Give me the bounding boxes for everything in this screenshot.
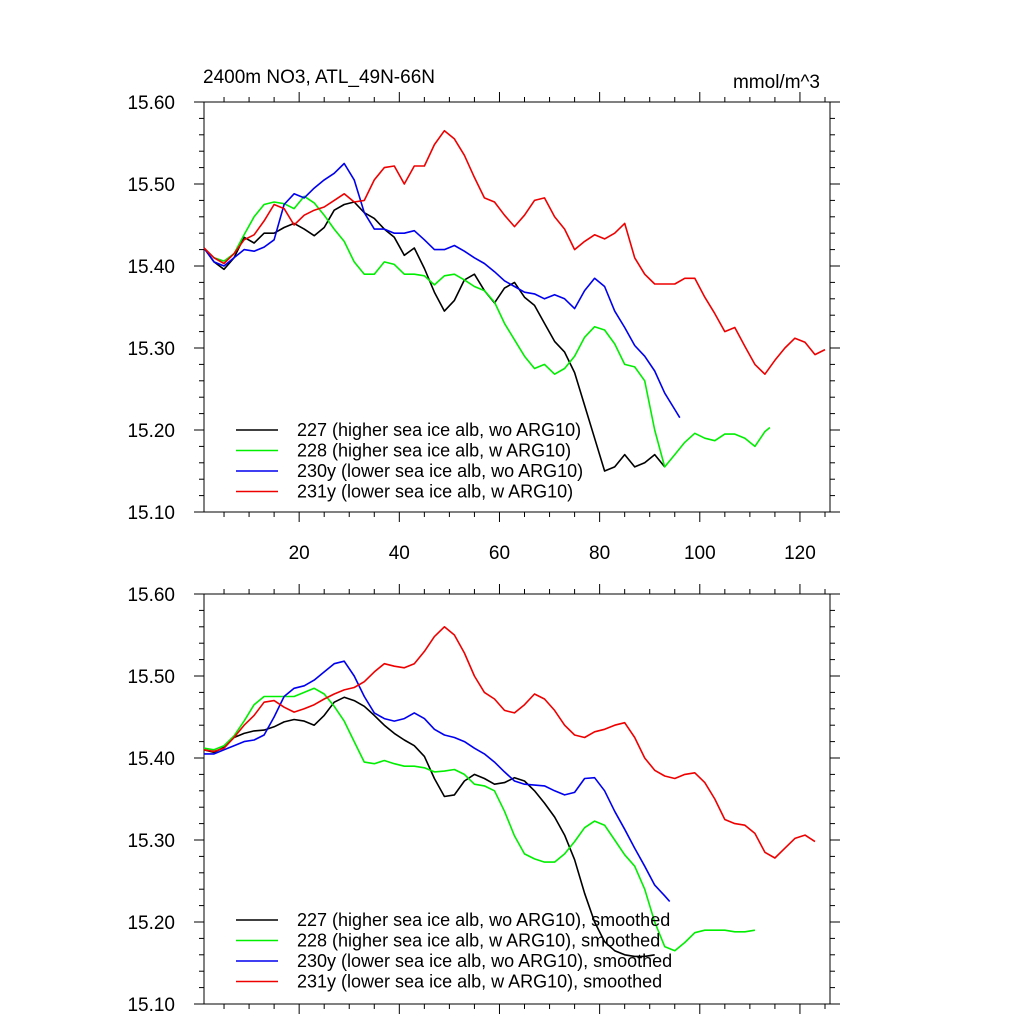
- top-legend-label-3: 230y (lower sea ice alb, wo ARG10): [297, 461, 583, 481]
- top-y-tick-label: 15.20: [127, 421, 175, 442]
- top-x-tick-label: 120: [784, 543, 816, 564]
- bottom-y-tick-label: 15.10: [127, 995, 175, 1016]
- top-plot-frame: [203, 101, 831, 513]
- bottom-y-tick-label: 15.20: [127, 913, 175, 934]
- bottom-series-line-2: [203, 687, 756, 952]
- bottom-y-tick-label: 15.40: [127, 749, 175, 770]
- bottom-series-line-3: [204, 660, 671, 903]
- top-y-tick-label: 15.60: [127, 93, 175, 114]
- top-series-line-4: [203, 129, 826, 375]
- top-series-line-2: [203, 195, 771, 468]
- chart-title-right: mmol/m^3: [733, 72, 820, 93]
- top-legend-label-4: 231y (lower sea ice alb, w ARG10): [297, 482, 573, 502]
- bottom-y-tick-label: 15.50: [127, 667, 175, 688]
- top-x-tick-label: 60: [489, 543, 510, 564]
- bottom-plot-frame: [203, 593, 831, 1005]
- bottom-legend-label-4: 231y (lower sea ice alb, w ARG10), smoot…: [297, 972, 662, 992]
- top-y-tick-label: 15.50: [127, 175, 175, 196]
- bottom-panel: 15.10 15.20 15.30 15.40 15.50 15.60 227 (highe…: [127, 584, 840, 1016]
- bottom-legend-label-2: 228 (higher sea ice alb, w ARG10), smoot…: [297, 931, 660, 951]
- top-legend-label-2: 228 (higher sea ice alb, w ARG10): [297, 441, 571, 461]
- bottom-y-tick-label: 15.60: [127, 585, 175, 606]
- bottom-legend-label-3: 230y (lower sea ice alb, wo ARG10), smoo…: [297, 951, 672, 971]
- top-x-tick-label: 80: [589, 543, 610, 564]
- top-legend-label-1: 227 (higher sea ice alb, wo ARG10): [297, 420, 581, 440]
- top-series-line-1: [203, 201, 666, 472]
- top-y-tick-label: 15.40: [127, 257, 175, 278]
- top-x-tick-label: 100: [684, 543, 716, 564]
- top-x-tick-label: 40: [389, 543, 410, 564]
- top-y-tick-label: 15.30: [127, 339, 175, 360]
- top-y-tick-label: 15.10: [127, 503, 175, 524]
- bottom-legend-label-1: 227 (higher sea ice alb, wo ARG10), smoo…: [297, 910, 670, 930]
- top-x-tick-label: 20: [289, 543, 310, 564]
- top-series-line-3: [203, 162, 681, 419]
- bottom-series-line-4: [203, 626, 816, 859]
- bottom-y-tick-label: 15.30: [127, 831, 175, 852]
- bottom-series-line-1: [203, 696, 655, 958]
- top-panel: 20 40 60 80 100 120 15.10 15.20 15.30 15.40 15.50 1…: [127, 92, 840, 564]
- chart-title-left: 2400m NO3, ATL_49N-66N: [203, 67, 435, 88]
